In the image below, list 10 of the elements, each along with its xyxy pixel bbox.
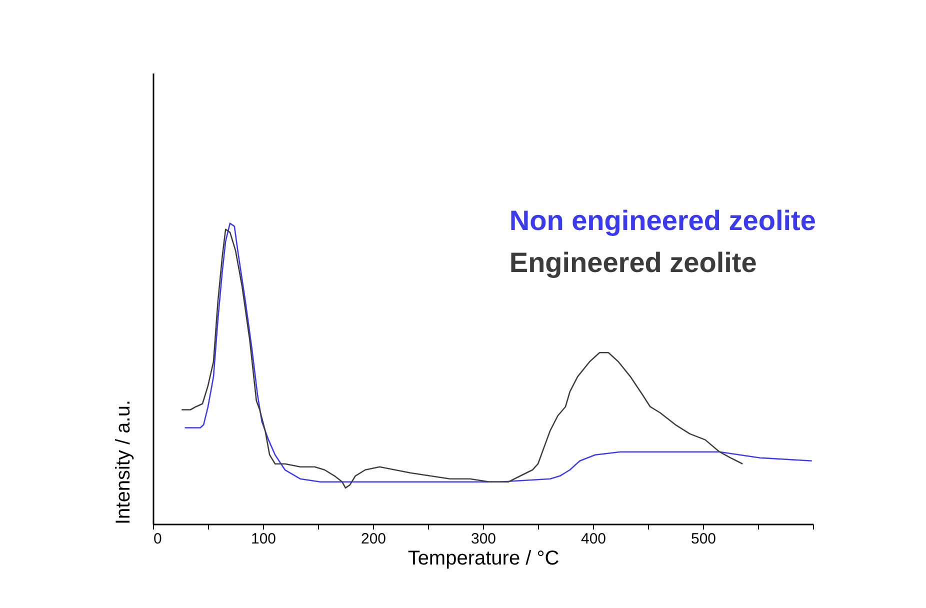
x-tick-label: 200 xyxy=(360,530,386,548)
x-tick-label: 0 xyxy=(154,530,162,548)
x-axis-title: Temperature / °C xyxy=(408,548,560,570)
x-tick-label: 100 xyxy=(250,530,276,548)
x-tick-label: 500 xyxy=(690,530,716,548)
x-tick-label: 400 xyxy=(580,530,606,548)
text: Engineered zeolite xyxy=(509,246,757,278)
text: Non engineered zeolite xyxy=(509,204,816,236)
x-tick-label: 300 xyxy=(470,530,496,548)
y-axis-title: Intensity / a.u. xyxy=(112,400,134,524)
